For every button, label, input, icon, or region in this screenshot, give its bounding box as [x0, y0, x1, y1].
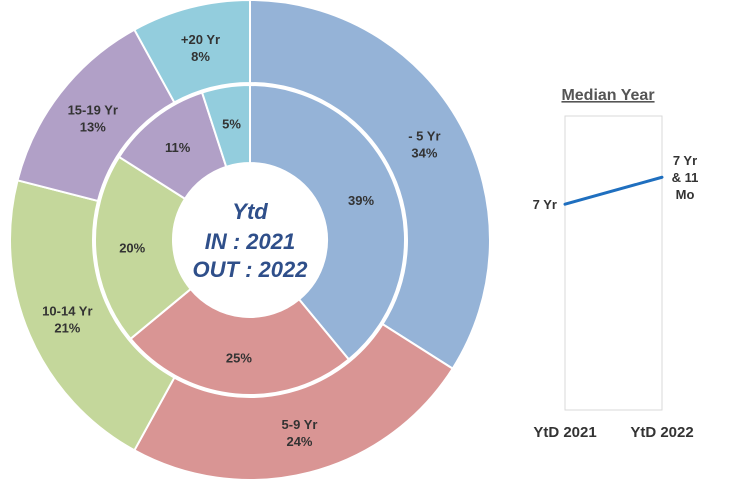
slice-outer-1 — [133, 322, 455, 481]
value-label-inner-0: 39% — [348, 193, 374, 208]
donut-slices — [9, 0, 491, 481]
value-label-outer-0: 34% — [411, 146, 437, 161]
median-title: Median Year — [561, 87, 654, 104]
median-x-tick-2021: YtD 2021 — [533, 424, 596, 441]
slice-inner-4 — [200, 83, 251, 169]
median-plot-frame — [564, 115, 663, 411]
center-label-3: OUT : 2022 — [193, 257, 309, 282]
slice-inner-0 — [249, 83, 406, 361]
slice-outer-0 — [249, 0, 491, 370]
value-label-inner-3: 11% — [165, 140, 191, 155]
slice-outer-2 — [9, 179, 176, 452]
category-label-outer-2: 10-14 Yr — [42, 304, 92, 319]
category-label-outer-4: +20 Yr — [181, 32, 220, 47]
category-label-outer-3: 15-19 Yr — [68, 103, 118, 118]
value-label-inner-2: 20% — [119, 240, 145, 255]
value-label-outer-4: 8% — [191, 49, 210, 64]
slice-inner-1 — [129, 287, 351, 396]
category-label-outer-0: - 5 Yr — [408, 129, 440, 144]
slice-inner-2 — [94, 155, 193, 341]
median-value-label-2022: 7 Yr & 11 Mo — [672, 153, 699, 202]
median-value-label-2021: 7 Yr — [533, 197, 557, 212]
value-label-inner-4: 5% — [222, 116, 241, 131]
center-label-2: IN : 2021 — [205, 229, 296, 254]
value-label-inner-1: 25% — [226, 350, 252, 365]
donut-labels: - 5 Yr 34% 5-9 Yr 24% 10-14 Yr 21% 15-19 Yr 13%… — [42, 32, 440, 449]
value-label-outer-3: 13% — [80, 120, 106, 135]
slice-outer-4 — [133, 0, 251, 104]
median-x-tick-2022: YtD 2022 — [630, 424, 693, 441]
category-label-outer-1: 5-9 Yr — [282, 417, 318, 432]
value-label-outer-1: 24% — [286, 434, 312, 449]
value-label-outer-2: 21% — [54, 321, 80, 336]
center-label-1: Ytd — [232, 199, 268, 224]
median-line — [563, 175, 664, 206]
